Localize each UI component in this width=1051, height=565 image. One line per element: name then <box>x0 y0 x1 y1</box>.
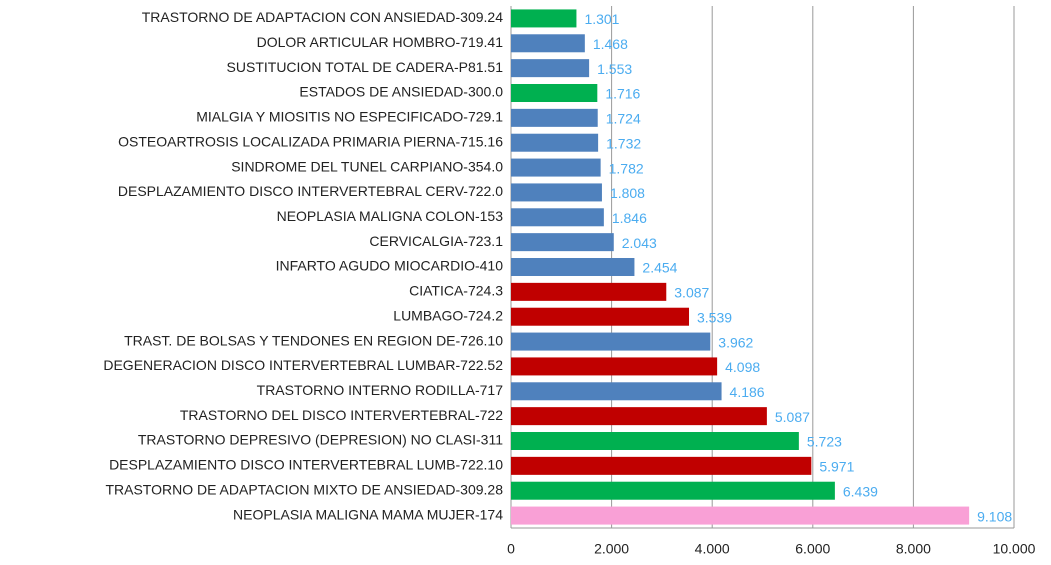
value-label: 1.716 <box>605 86 640 102</box>
x-tick-label: 8.000 <box>896 541 931 557</box>
value-label: 9.108 <box>977 508 1012 524</box>
y-tick-label: TRAST. DE BOLSAS Y TENDONES EN REGION DE… <box>124 332 503 348</box>
x-tick-label: 0 <box>507 541 515 557</box>
bar <box>511 282 667 301</box>
value-label: 1.553 <box>597 61 632 77</box>
bar <box>511 108 598 127</box>
value-label: 1.782 <box>609 160 644 176</box>
bar <box>511 332 711 351</box>
value-label: 1.808 <box>610 185 645 201</box>
value-label: 5.087 <box>775 409 810 425</box>
value-label: 4.098 <box>725 359 760 375</box>
bar <box>511 208 604 227</box>
y-tick-label: ESTADOS DE ANSIEDAD-300.0 <box>299 84 503 100</box>
y-tick-label: LUMBAGO-724.2 <box>393 307 503 323</box>
y-tick-label: CERVICALGIA-723.1 <box>369 233 503 249</box>
bar <box>511 34 585 53</box>
x-tick-label: 2.000 <box>594 541 629 557</box>
y-tick-label: DEGENERACION DISCO INTERVERTEBRAL LUMBAR… <box>103 357 503 373</box>
bar <box>511 307 690 326</box>
y-tick-label: TRASTORNO INTERNO RODILLA-717 <box>257 382 504 398</box>
y-tick-label: DESPLAZAMIENTO DISCO INTERVERTEBRAL LUMB… <box>109 457 503 473</box>
y-tick-label: SUSTITUCION TOTAL DE CADERA-P81.51 <box>227 59 504 75</box>
value-label: 4.186 <box>730 384 765 400</box>
y-tick-label: TRASTORNO DE ADAPTACION CON ANSIEDAD-309… <box>142 9 503 25</box>
value-label: 1.724 <box>606 111 641 127</box>
y-tick-label: TRASTORNO DEPRESIVO (DEPRESION) NO CLASI… <box>138 432 503 448</box>
bar <box>511 158 601 177</box>
y-tick-label: SINDROME DEL TUNEL CARPIANO-354.0 <box>231 158 503 174</box>
bar <box>511 432 799 450</box>
y-tick-label: DESPLAZAMIENTO DISCO INTERVERTEBRAL CERV… <box>118 183 503 199</box>
bar <box>511 84 598 102</box>
y-tick-label: DOLOR ARTICULAR HOMBRO-719.41 <box>257 34 504 50</box>
y-tick-label: OSTEOARTROSIS LOCALIZADA PRIMARIA PIERNA… <box>118 133 503 149</box>
y-tick-label: NEOPLASIA MALIGNA MAMA MUJER-174 <box>233 506 503 522</box>
value-label: 1.301 <box>584 11 619 27</box>
bar <box>511 9 577 28</box>
value-label: 1.846 <box>612 210 647 226</box>
bar <box>511 506 970 525</box>
value-label: 1.468 <box>593 36 628 52</box>
bar <box>511 357 718 376</box>
value-label: 5.723 <box>807 434 842 450</box>
y-tick-label: NEOPLASIA MALIGNA COLON-153 <box>277 208 504 224</box>
value-label: 6.439 <box>843 483 878 499</box>
y-tick-label: INFARTO AGUDO MIOCARDIO-410 <box>276 258 504 274</box>
x-tick-label: 6.000 <box>795 541 830 557</box>
value-label: 1.732 <box>606 135 641 151</box>
y-tick-label: MIALGIA Y MIOSITIS NO ESPECIFICADO-729.1 <box>196 109 503 125</box>
bar <box>511 456 812 475</box>
bar <box>511 258 635 276</box>
bar <box>511 382 722 401</box>
value-label: 2.043 <box>622 235 657 251</box>
bar <box>511 481 835 500</box>
y-tick-label: TRASTORNO DE ADAPTACION MIXTO DE ANSIEDA… <box>105 481 503 497</box>
value-label: 2.454 <box>642 260 677 276</box>
x-tick-label: 4.000 <box>695 541 730 557</box>
bar <box>511 59 590 78</box>
value-label: 3.087 <box>674 285 709 301</box>
bar <box>511 183 602 202</box>
bar <box>511 133 599 152</box>
y-tick-label: CIATICA-724.3 <box>409 283 503 299</box>
bar <box>511 233 614 252</box>
value-label: 5.971 <box>819 459 854 475</box>
bar <box>511 407 767 426</box>
y-tick-label: TRASTORNO DEL DISCO INTERVERTEBRAL-722 <box>180 407 503 423</box>
value-label: 3.539 <box>697 309 732 325</box>
x-tick-label: 10.000 <box>993 541 1036 557</box>
value-label: 3.962 <box>718 334 753 350</box>
